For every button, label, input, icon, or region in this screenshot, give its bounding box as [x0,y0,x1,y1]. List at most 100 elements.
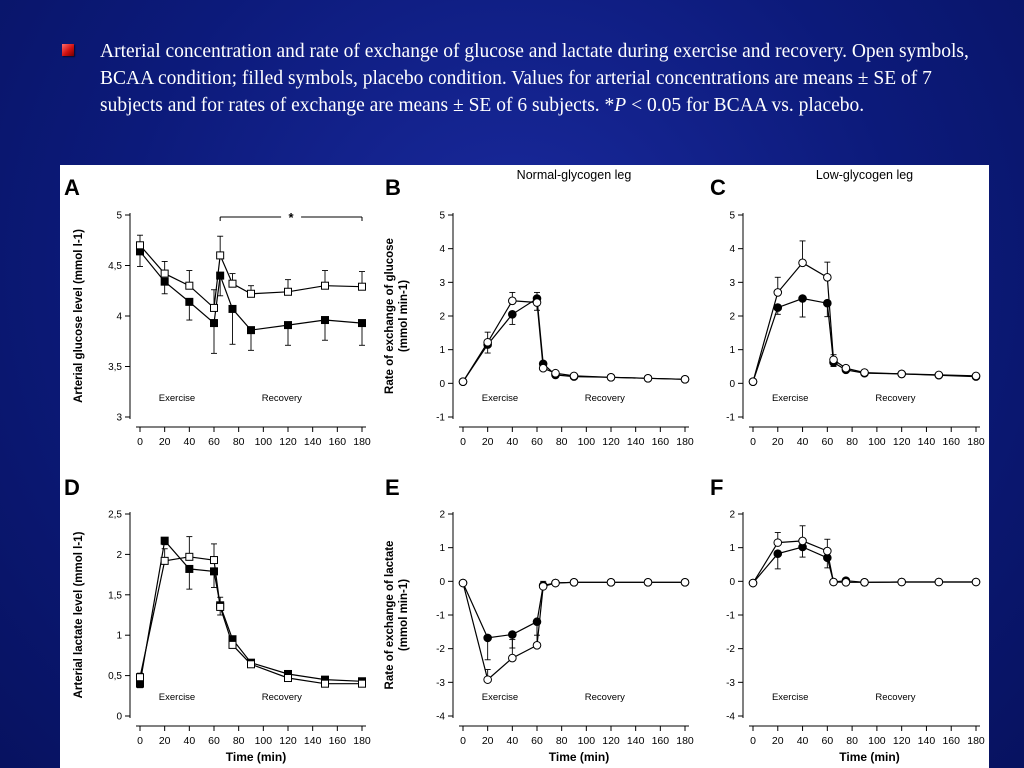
data-point-bcaa [773,538,783,547]
x-tick-label: 80 [846,436,858,448]
data-point-bcaa [551,368,560,378]
y-tick-label: 3 [439,278,445,289]
phase-label-exercise: Exercise [482,692,518,703]
phase-label-recovery: Recovery [262,692,302,703]
x-axis-title: Time (min) [549,750,609,764]
slide-caption: Arterial concentration and rate of excha… [100,38,980,119]
data-point-bcaa [829,355,838,365]
y-tick-label: -4 [726,712,735,723]
data-point-bcaa [185,552,194,561]
data-point-bcaa [284,674,292,683]
y-tick-label: -4 [436,712,445,723]
data-point-bcaa [284,287,292,296]
x-tick-label: 100 [255,735,273,747]
x-tick-label: 100 [578,735,596,747]
data-point-bcaa [458,377,468,386]
x-tick-label: 140 [304,735,322,747]
data-point-bcaa [680,374,690,384]
data-point-bcaa [358,679,366,688]
x-tick-label: 20 [772,735,784,747]
y-tick-label: 0 [439,379,445,390]
x-tick-label: 0 [750,735,756,747]
data-point-bcaa [532,298,542,307]
panel-title: Low-glycogen leg [816,168,913,182]
phase-label-exercise: Exercise [159,692,195,703]
y-axis-title: Arterial glucose level (mmol l-1) [73,229,85,403]
y-tick-label: 3,5 [108,362,122,373]
y-axis-title: Rate of exchange of glucose [384,238,396,394]
data-point-bcaa [321,679,329,688]
panel-letter: F [710,475,723,500]
y-tick-label: 2,5 [108,510,122,521]
data-point-bcaa [823,272,832,282]
x-tick-label: 160 [652,735,670,747]
series-line-placebo [462,581,685,639]
phase-label-exercise: Exercise [772,692,808,703]
data-point-bcaa [136,241,144,250]
data-point-bcaa [210,303,218,312]
caption-text-2: < 0.05 for BCAA vs. placebo. [626,95,865,116]
x-tick-label: 100 [578,436,596,448]
data-point-bcaa [508,653,517,663]
series-line-placebo [139,251,363,331]
x-tick-label: 160 [942,735,960,747]
x-tick-label: 140 [304,436,322,448]
x-tick-label: 120 [279,735,297,747]
y-tick-label: 0 [439,577,445,588]
data-point-bcaa [551,578,560,588]
panel-a: A 3 3,5 4 4,5 5 0 20 40 60 80 100 120 140 160 180 Arteri… [64,175,371,448]
data-point-bcaa [160,556,169,565]
y-axis-title: Rate of exchange of lactate [384,541,396,690]
x-tick-label: 60 [208,735,220,747]
series-line-bcaa [462,300,686,383]
x-tick-label: 60 [531,436,543,448]
data-point-bcaa [829,577,838,587]
y-tick-label: 0 [729,379,735,390]
data-point-placebo [773,303,783,312]
data-point-bcaa [860,368,869,377]
data-point-bcaa [538,582,548,591]
data-point-placebo [160,277,169,286]
data-point-bcaa [934,577,944,587]
x-tick-label: 120 [602,436,620,448]
data-point-bcaa [228,279,237,288]
data-point-placebo [508,310,517,319]
series-line-bcaa [752,540,976,584]
y-tick-label: 1 [729,543,735,554]
data-point-placebo [773,549,783,559]
data-point-bcaa [798,258,807,268]
x-tick-label: 140 [627,436,645,448]
data-point-bcaa [860,578,869,587]
series-line-placebo [462,297,686,383]
x-tick-label: 40 [506,735,518,747]
data-point-bcaa [643,373,653,383]
series-line-bcaa [139,556,362,685]
x-tick-label: 180 [967,436,985,448]
y-tick-label: 1,5 [108,590,122,601]
x-tick-label: 60 [531,735,543,747]
data-point-bcaa [216,602,225,611]
phase-label-recovery: Recovery [875,692,915,703]
data-point-bcaa [841,578,851,587]
data-point-placebo [508,630,517,639]
data-point-bcaa [934,370,944,380]
data-point-placebo [210,319,218,328]
series-line-bcaa [462,581,685,681]
y-tick-label: -1 [436,611,445,622]
x-tick-label: 80 [846,735,858,747]
x-tick-label: 0 [750,436,756,448]
data-point-bcaa [606,372,616,382]
phase-label-recovery: Recovery [875,393,915,404]
x-tick-label: 180 [676,735,694,747]
panel-d: D 0 0,5 1 1,5 2 2,5 0 20 40 60 80 100 120 140 160 180 Tim… [64,475,371,764]
x-tick-label: 160 [329,436,347,448]
y-tick-label: -2 [436,644,445,655]
y-tick-label: -1 [726,611,735,622]
panel-letter: D [64,475,80,500]
data-point-bcaa [508,296,517,306]
phase-label-exercise: Exercise [772,393,808,404]
y-tick-label: 1 [729,345,735,356]
data-point-placebo [798,294,807,303]
panel-c: C Low-glycogen leg -1 0 1 2 3 4 5 0 20 40 60 80 100 120… [710,168,985,448]
